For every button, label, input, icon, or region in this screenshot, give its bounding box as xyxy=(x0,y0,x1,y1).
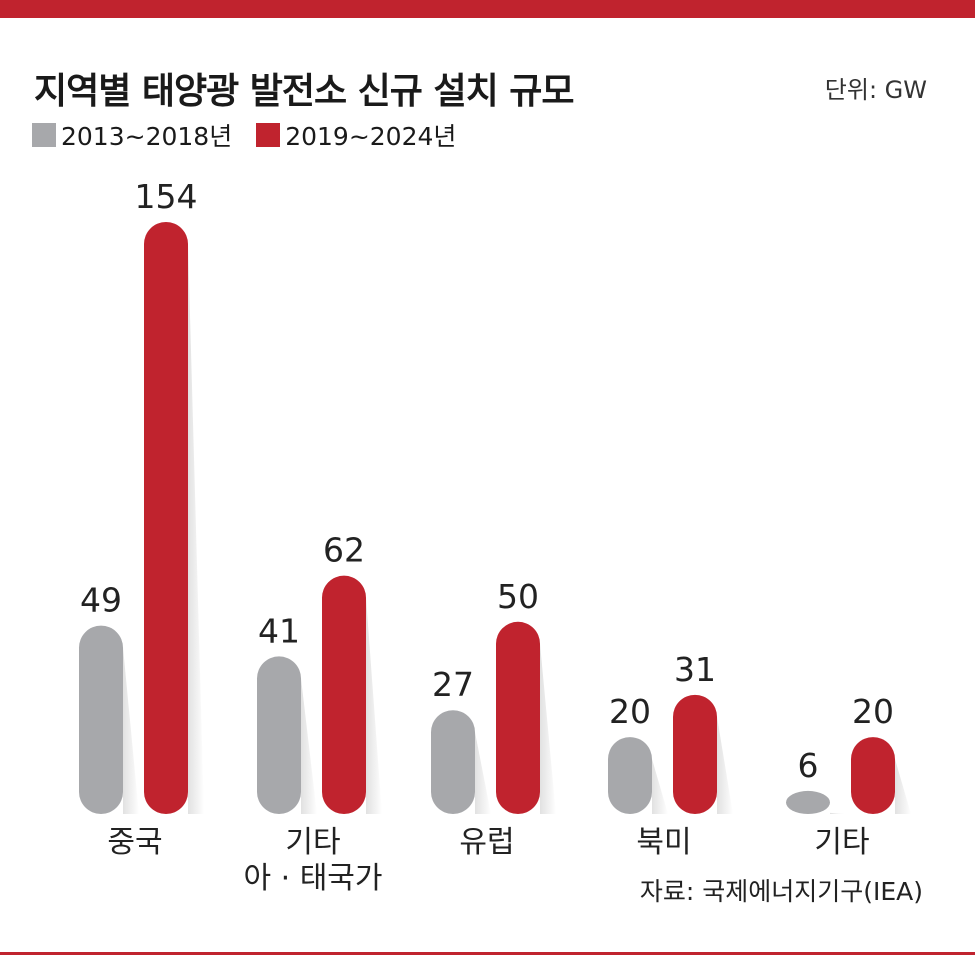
data-label: 27 xyxy=(432,665,474,704)
legend-label: 2019~2024년 xyxy=(285,122,457,151)
data-label: 20 xyxy=(609,692,651,731)
bar-shadow xyxy=(123,647,139,814)
data-label: 62 xyxy=(323,531,365,570)
bar-shadow xyxy=(366,597,382,814)
bar-gray xyxy=(79,625,123,814)
bar-red xyxy=(322,575,366,814)
category-label: 기타 xyxy=(285,825,340,860)
bottom-accent-line xyxy=(0,952,975,955)
bar-red xyxy=(144,222,188,814)
bar-shadow xyxy=(830,812,846,814)
data-label: 6 xyxy=(798,746,819,785)
bar-shadow xyxy=(540,643,556,814)
source-note: 자료: 국제에너지기구(IEA) xyxy=(639,877,923,906)
legend-swatch-gray xyxy=(32,123,56,147)
legend-label: 2013~2018년 xyxy=(61,122,233,151)
legend-swatch-red xyxy=(256,123,281,147)
category-label: 기타 xyxy=(814,825,869,860)
bar-shadow xyxy=(895,759,911,814)
top-accent-bar xyxy=(0,0,975,18)
bar-shadow xyxy=(301,678,317,814)
unit-label: 단위: GW xyxy=(824,76,927,104)
legend-item-series-2: 2019~2024년 xyxy=(256,117,456,153)
category-label: 아 · 태국가 xyxy=(243,861,382,896)
data-label: 31 xyxy=(674,650,716,689)
data-label: 41 xyxy=(258,611,300,650)
bar-gray xyxy=(608,737,652,814)
bar-gray xyxy=(786,790,830,814)
legend-item-series-1: 2013~2018년 xyxy=(32,117,232,153)
legend: 2013~2018년 2019~2024년 xyxy=(32,117,480,153)
category-label: 중국 xyxy=(107,825,162,860)
data-label: 49 xyxy=(80,581,122,620)
bar-red xyxy=(851,737,895,814)
bar-red xyxy=(673,694,717,814)
category-label: 북미 xyxy=(636,825,691,860)
data-label: 154 xyxy=(135,177,198,216)
data-label: 50 xyxy=(497,577,539,616)
bar-shadow xyxy=(652,759,668,814)
bar-shadow xyxy=(717,716,733,814)
bar-shadow xyxy=(188,244,204,814)
bar-gray xyxy=(431,710,475,814)
bar-red xyxy=(496,621,540,814)
bar-shadow xyxy=(475,732,491,814)
bar-gray xyxy=(257,656,301,814)
data-label: 20 xyxy=(852,692,894,731)
category-label: 유럽 xyxy=(459,825,514,860)
chart-title: 지역별 태양광 발전소 신규 설치 규모 xyxy=(34,71,574,112)
